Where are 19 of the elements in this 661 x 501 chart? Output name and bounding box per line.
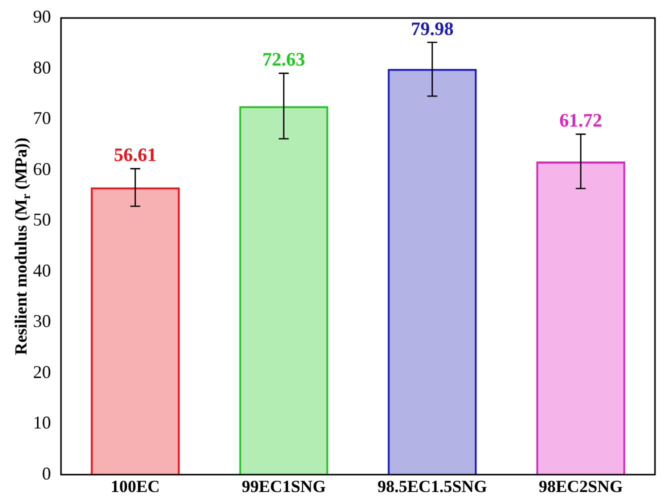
y-tick-label: 60 bbox=[33, 158, 51, 179]
y-tick-label: 40 bbox=[33, 260, 51, 280]
y-tick-label: 70 bbox=[33, 108, 51, 128]
x-tick-label: 98EC2SNG bbox=[538, 477, 623, 496]
x-tick-label: 99EC1SNG bbox=[242, 477, 326, 496]
x-tick-label: 100EC bbox=[110, 477, 160, 496]
y-tick-label: 80 bbox=[33, 57, 51, 78]
y-tick-label: 30 bbox=[33, 311, 51, 332]
x-tick-label: 98.5EC1.5SNG bbox=[377, 477, 488, 496]
data-label: 79.98 bbox=[410, 18, 454, 40]
y-tick-label: 20 bbox=[33, 362, 51, 382]
y-tick-label: 0 bbox=[42, 463, 51, 484]
data-label: 56.61 bbox=[114, 145, 157, 166]
data-label: 72.63 bbox=[262, 50, 306, 71]
y-tick-label: 90 bbox=[33, 6, 51, 27]
y-tick-label: 50 bbox=[33, 210, 51, 230]
data-label: 61.72 bbox=[559, 110, 602, 132]
y-axis-title: Resilient modulus (Mr (MPa)) bbox=[11, 138, 34, 355]
y-tick-label: 10 bbox=[33, 412, 51, 433]
